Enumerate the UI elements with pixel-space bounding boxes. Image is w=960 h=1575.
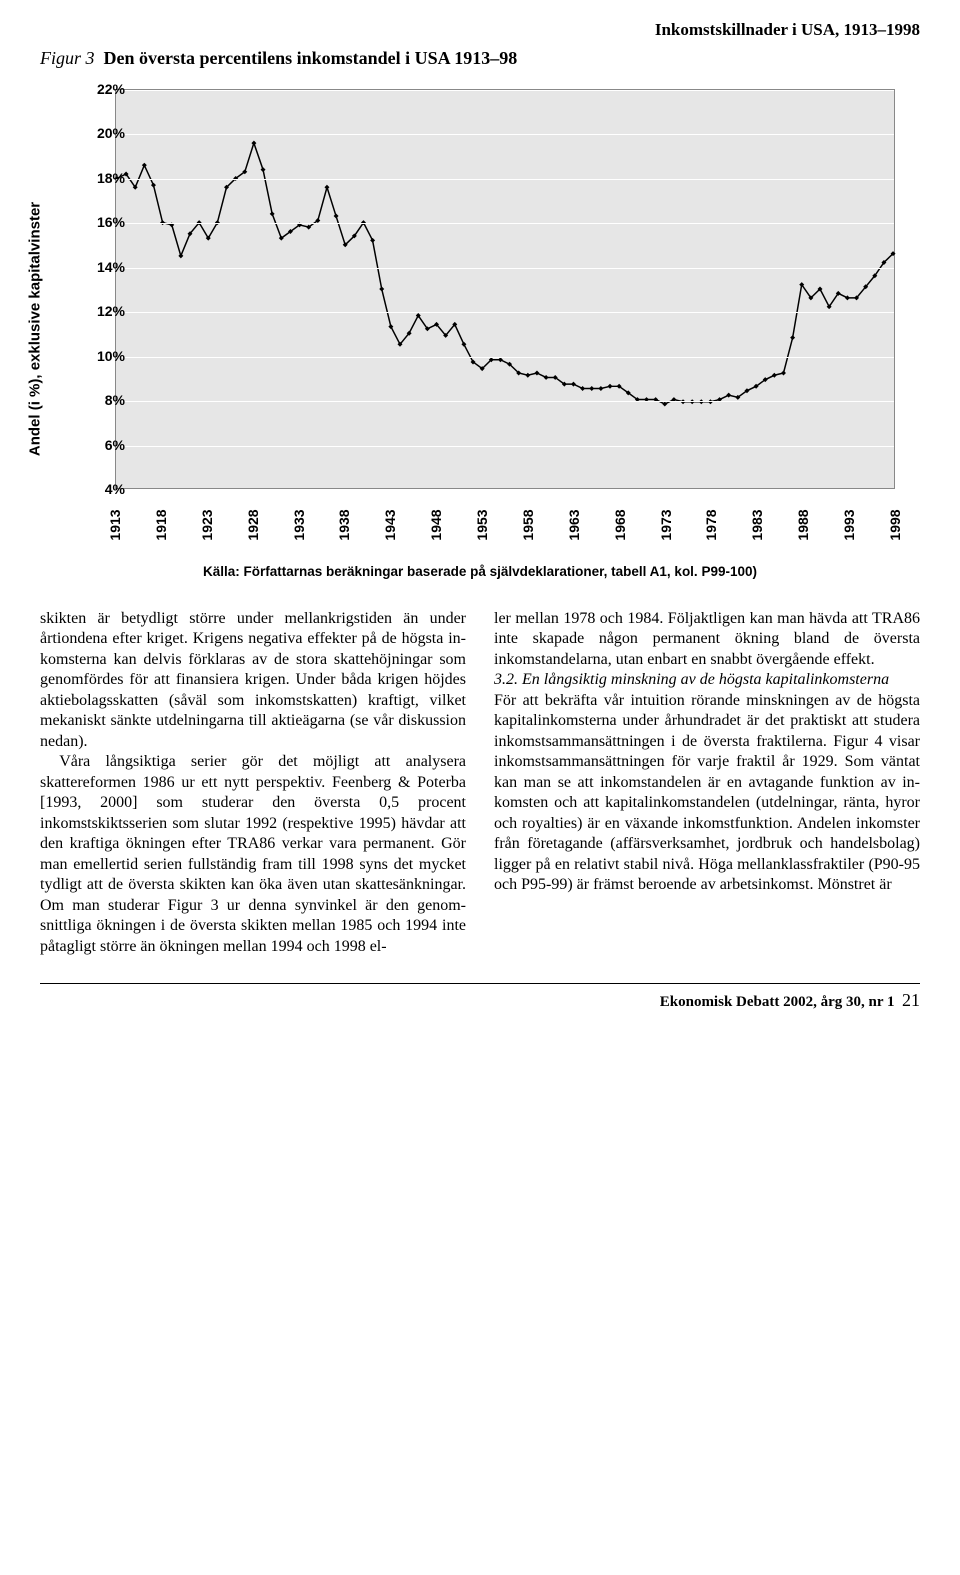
- x-tick-label: 1928: [245, 509, 261, 540]
- x-tick-label: 1953: [474, 509, 490, 540]
- plot-area: [115, 89, 895, 489]
- gridline: [116, 223, 894, 224]
- gridline: [116, 446, 894, 447]
- gridline: [116, 357, 894, 358]
- column-right: ler mellan 1978 och 1984. Följaktligen k…: [494, 609, 920, 957]
- x-tick-label: 1983: [749, 509, 765, 540]
- x-tick-label: 1948: [428, 509, 444, 540]
- y-tick-label: 12%: [97, 303, 125, 319]
- body-paragraph: För att bekräfta vår intuition rörande m…: [494, 691, 920, 896]
- gridline: [116, 312, 894, 313]
- y-tick-label: 10%: [97, 348, 125, 364]
- x-tick-label: 1938: [336, 509, 352, 540]
- y-tick-label: 18%: [97, 170, 125, 186]
- y-tick-label: 14%: [97, 259, 125, 275]
- x-tick-label: 1933: [291, 509, 307, 540]
- gridline: [116, 134, 894, 135]
- body-paragraph: ler mellan 1978 och 1984. Följaktligen k…: [494, 609, 920, 670]
- x-tick-label: 1958: [520, 509, 536, 540]
- gridline: [116, 268, 894, 269]
- body-paragraph: skikten är betydligt större under mellan…: [40, 609, 466, 752]
- figure-title: Den översta percentilens inkomstandel i …: [104, 48, 518, 68]
- y-tick-label: 8%: [105, 392, 125, 408]
- gridline: [116, 490, 894, 491]
- x-tick-label: 1973: [658, 509, 674, 540]
- figure-number: Figur 3: [40, 48, 95, 68]
- column-left: skikten är betydligt större under mellan…: [40, 609, 466, 957]
- footer-journal: Ekonomisk Debatt 2002, årg 30, nr 1: [660, 994, 895, 1010]
- x-tick-label: 1913: [107, 509, 123, 540]
- body-paragraph: Våra långsiktiga serier gör det möjligt …: [40, 752, 466, 957]
- figure-caption: Figur 3 Den översta percentilens inkomst…: [40, 48, 920, 69]
- x-tick-label: 1968: [612, 509, 628, 540]
- footer-rule: [40, 983, 920, 984]
- y-axis-label: Andel (i %), exklusive kapitalvinster: [27, 202, 44, 456]
- x-tick-label: 1923: [199, 509, 215, 540]
- x-tick-label: 1993: [841, 509, 857, 540]
- chart-svg: [116, 90, 894, 488]
- y-tick-label: 6%: [105, 437, 125, 453]
- x-tick-label: 1988: [795, 509, 811, 540]
- body-text: skikten är betydligt större under mellan…: [40, 609, 920, 957]
- x-tick-label: 1978: [703, 509, 719, 540]
- y-tick-label: 22%: [97, 81, 125, 97]
- gridline: [116, 401, 894, 402]
- x-tick-label: 1998: [887, 509, 903, 540]
- y-tick-label: 4%: [105, 481, 125, 497]
- gridline: [116, 90, 894, 91]
- chart-source: Källa: Författarnas beräkningar baserade…: [45, 564, 915, 579]
- x-tick-label: 1918: [153, 509, 169, 540]
- y-tick-label: 20%: [97, 125, 125, 141]
- x-tick-label: 1963: [566, 509, 582, 540]
- x-tick-label: 1943: [382, 509, 398, 540]
- section-heading: 3.2. En långsiktig minskning av de högst…: [494, 670, 920, 690]
- running-title: Inkomstskillnader i USA, 1913–1998: [40, 20, 920, 40]
- y-tick-label: 16%: [97, 214, 125, 230]
- gridline: [116, 179, 894, 180]
- page-number: 21: [902, 990, 920, 1010]
- figure-3-chart: Andel (i %), exklusive kapitalvinster Kä…: [45, 79, 915, 579]
- footer: Ekonomisk Debatt 2002, årg 30, nr 1 21: [40, 990, 920, 1011]
